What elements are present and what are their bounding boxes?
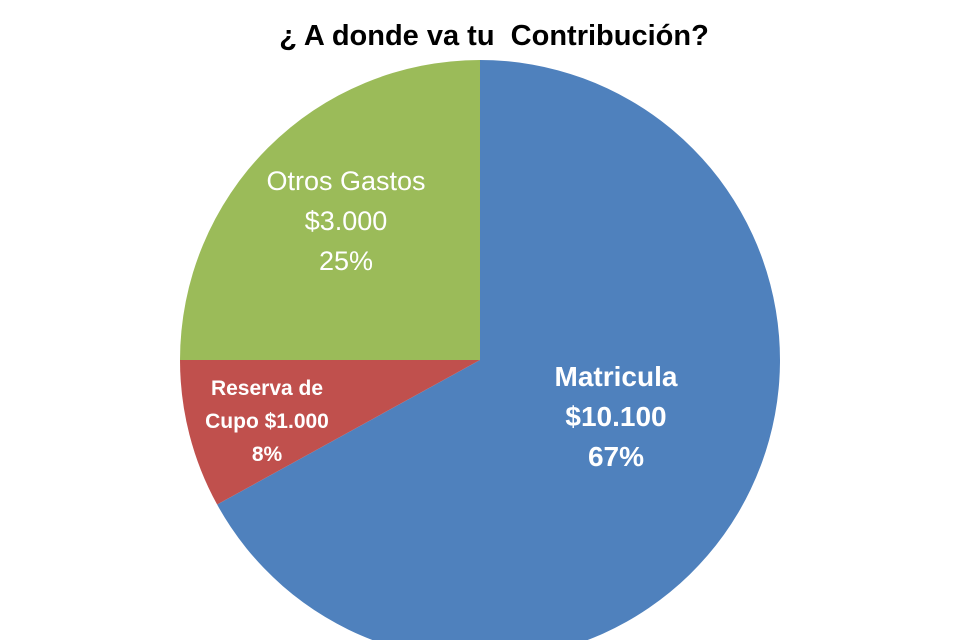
slice-label-reserva-percent: 8%	[251, 443, 283, 466]
slice-label-reserva: Reserva de Cupo $1.000 8%	[182, 372, 352, 471]
slice-label-matricula-amount: $10.100	[565, 401, 667, 432]
slice-label-reserva-name: Reserva de	[210, 377, 324, 400]
pie-slice-matricula	[217, 60, 780, 640]
slice-label-reserva-amount: Cupo $1.000	[205, 410, 329, 433]
slice-label-matricula-name: Matricula	[554, 361, 678, 392]
chart-title: ¿ A donde va tu Contribución?	[279, 20, 709, 52]
pie-slice-otros	[180, 60, 480, 360]
slice-label-otros-amount: $3.000	[304, 206, 388, 236]
slice-label-matricula-percent: 67%	[587, 441, 645, 472]
pie-slice-reserva	[180, 360, 480, 505]
slice-label-otros: Otros Gastos $3.000 25%	[238, 161, 454, 281]
slice-label-matricula: Matricula $10.100 67%	[508, 357, 724, 477]
slice-label-otros-name: Otros Gastos	[266, 166, 426, 196]
slice-label-otros-percent: 25%	[318, 246, 374, 276]
